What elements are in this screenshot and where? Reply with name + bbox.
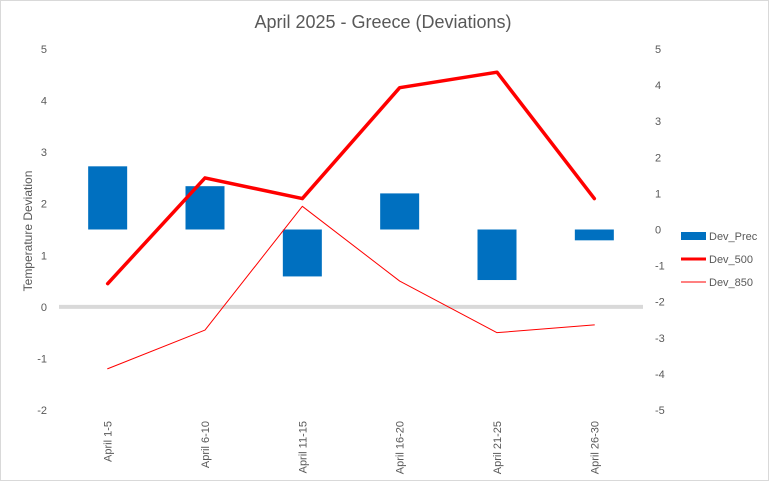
legend-swatch — [681, 232, 706, 240]
left-tick-label: 5 — [41, 44, 47, 56]
category-label: April 11-15 — [297, 421, 309, 473]
right-tick-label: 3 — [655, 116, 661, 128]
left-tick-label: -1 — [37, 353, 47, 365]
legend-item: Dev_Prec — [681, 231, 758, 243]
legend-item: Dev_850 — [681, 277, 753, 289]
category-label: April 6-10 — [200, 421, 212, 468]
right-tick-label: 1 — [655, 188, 661, 200]
category-label: April 26-30 — [589, 421, 601, 474]
right-tick-label: -3 — [655, 333, 665, 345]
legend: Dev_Prec Dev_500 Dev_850 — [681, 231, 758, 289]
bar-dev-prec — [282, 229, 322, 277]
left-tick-label: -2 — [37, 405, 47, 417]
legend-label: Dev_Prec — [709, 231, 758, 243]
chart-title: April 2025 - Greece (Deviations) — [254, 12, 511, 32]
right-tick-label: -1 — [655, 261, 665, 273]
right-tick-label: -2 — [655, 297, 665, 309]
right-tick-label: 0 — [655, 225, 661, 237]
left-tick-label: 0 — [41, 302, 47, 314]
right-tick-label: -4 — [655, 369, 665, 381]
right-tick-label: 4 — [655, 80, 661, 92]
left-axis-ticks: -2 -1 0 1 2 3 4 5 — [37, 44, 47, 417]
bar-dev-prec — [88, 166, 128, 230]
bar-dev-prec — [574, 229, 614, 241]
category-label: April 16-20 — [395, 421, 407, 474]
right-axis-ticks: -5 -4 -3 -2 -1 0 1 2 3 4 5 — [655, 44, 665, 417]
line-dev-850 — [107, 205, 595, 370]
line-dev-500 — [105, 70, 597, 286]
legend-label: Dev_500 — [709, 254, 753, 266]
bar-dev-prec — [477, 229, 517, 281]
right-tick-label: 5 — [655, 44, 661, 56]
legend-label: Dev_850 — [709, 277, 753, 289]
left-tick-label: 3 — [41, 147, 47, 159]
dev-prec-bars — [88, 166, 614, 281]
y-axis-title: Temperature Deviation — [21, 171, 35, 292]
left-tick-label: 1 — [41, 250, 47, 262]
bar-dev-prec — [380, 193, 420, 230]
right-tick-label: 2 — [655, 152, 661, 164]
category-labels: April 1-5 April 6-10 April 11-15 April 16-2… — [103, 421, 602, 474]
right-tick-label: -5 — [655, 405, 665, 417]
category-label: April 21-25 — [492, 421, 504, 474]
left-tick-label: 2 — [41, 199, 47, 211]
left-tick-label: 4 — [41, 96, 47, 108]
category-label: April 1-5 — [103, 421, 115, 462]
legend-item: Dev_500 — [681, 254, 753, 266]
line-series — [105, 70, 597, 370]
